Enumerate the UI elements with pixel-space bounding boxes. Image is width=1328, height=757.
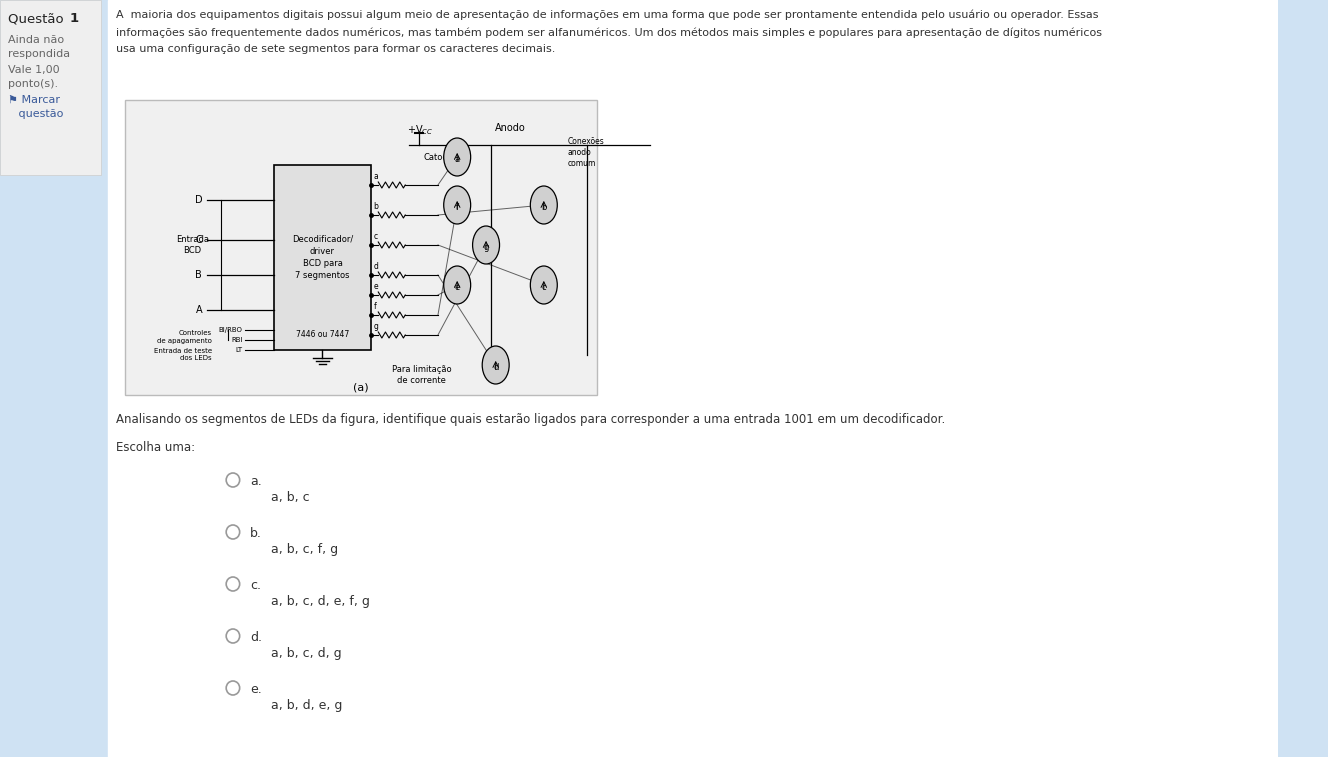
Text: ⚑ Marcar
   questão: ⚑ Marcar questão bbox=[8, 95, 62, 119]
Text: C: C bbox=[195, 235, 202, 245]
Text: f: f bbox=[456, 204, 458, 213]
Text: d.: d. bbox=[250, 631, 262, 644]
Text: 7446 ou 7447: 7446 ou 7447 bbox=[296, 330, 349, 339]
Text: a.: a. bbox=[250, 475, 262, 488]
Text: LT: LT bbox=[235, 347, 243, 353]
Bar bbox=[0, 0, 101, 175]
Text: b: b bbox=[540, 204, 547, 213]
Text: a, b, c: a, b, c bbox=[271, 491, 309, 504]
Text: e: e bbox=[454, 284, 459, 292]
Text: a, b, d, e, g: a, b, d, e, g bbox=[271, 699, 343, 712]
Text: d: d bbox=[493, 363, 498, 372]
Text: Conexões
anodo
comum: Conexões anodo comum bbox=[568, 137, 604, 168]
Text: b.: b. bbox=[250, 527, 262, 540]
Text: Decodificador/: Decodificador/ bbox=[292, 235, 353, 244]
Text: Questão: Questão bbox=[8, 12, 68, 25]
Text: g: g bbox=[483, 244, 489, 253]
Text: g: g bbox=[373, 322, 378, 331]
Text: Catodo: Catodo bbox=[424, 153, 453, 162]
Text: Anodo: Anodo bbox=[495, 123, 526, 133]
Text: Vale 1,00
ponto(s).: Vale 1,00 ponto(s). bbox=[8, 65, 60, 89]
Text: driver: driver bbox=[309, 247, 335, 256]
Text: Ainda não
respondida: Ainda não respondida bbox=[8, 35, 70, 59]
Text: a, b, c, d, g: a, b, c, d, g bbox=[271, 647, 343, 660]
Text: usa uma configuração de sete segmentos para formar os caracteres decimais.: usa uma configuração de sete segmentos p… bbox=[116, 44, 555, 54]
Text: a: a bbox=[373, 172, 378, 181]
Text: f: f bbox=[373, 302, 376, 311]
Text: informações são frequentemente dados numéricos, mas também podem ser alfanuméric: informações são frequentemente dados num… bbox=[116, 27, 1101, 38]
Text: A  maioria dos equipamentos digitais possui algum meio de apresentação de inform: A maioria dos equipamentos digitais poss… bbox=[116, 10, 1098, 20]
Text: RBI: RBI bbox=[231, 337, 243, 343]
Text: D: D bbox=[194, 195, 202, 205]
Text: BCD para: BCD para bbox=[303, 259, 343, 268]
Text: A: A bbox=[195, 305, 202, 315]
Text: a: a bbox=[454, 155, 459, 164]
Text: B: B bbox=[195, 270, 202, 280]
Text: Controles
de apagamento: Controles de apagamento bbox=[157, 330, 211, 344]
Ellipse shape bbox=[530, 186, 558, 224]
Text: c: c bbox=[542, 284, 546, 292]
Text: Entrada
BCD: Entrada BCD bbox=[177, 235, 208, 255]
Text: b: b bbox=[373, 202, 378, 211]
Ellipse shape bbox=[444, 138, 470, 176]
Text: +V$_{CC}$: +V$_{CC}$ bbox=[408, 123, 434, 137]
Text: Escolha uma:: Escolha uma: bbox=[116, 441, 195, 454]
Ellipse shape bbox=[444, 186, 470, 224]
Text: 7 segmentos: 7 segmentos bbox=[295, 271, 349, 280]
Text: 1: 1 bbox=[69, 12, 78, 25]
Bar bbox=[125, 100, 596, 395]
Bar bbox=[275, 165, 371, 350]
Text: (a): (a) bbox=[353, 383, 369, 393]
Text: c.: c. bbox=[250, 579, 262, 592]
Text: d: d bbox=[373, 262, 378, 271]
Text: e.: e. bbox=[250, 683, 262, 696]
Ellipse shape bbox=[473, 226, 499, 264]
Text: e: e bbox=[373, 282, 378, 291]
Text: c: c bbox=[373, 232, 377, 241]
Ellipse shape bbox=[444, 266, 470, 304]
Text: a, b, c, f, g: a, b, c, f, g bbox=[271, 543, 339, 556]
Text: Analisando os segmentos de LEDs da figura, identifique quais estarão ligados par: Analisando os segmentos de LEDs da figur… bbox=[116, 413, 944, 426]
Text: BI/RBO: BI/RBO bbox=[219, 327, 243, 333]
Text: Para limitação
de corrente: Para limitação de corrente bbox=[392, 365, 452, 385]
Text: a, b, c, d, e, f, g: a, b, c, d, e, f, g bbox=[271, 595, 371, 608]
Ellipse shape bbox=[482, 346, 509, 384]
Text: Entrada de teste
dos LEDs: Entrada de teste dos LEDs bbox=[154, 348, 211, 362]
Ellipse shape bbox=[530, 266, 558, 304]
